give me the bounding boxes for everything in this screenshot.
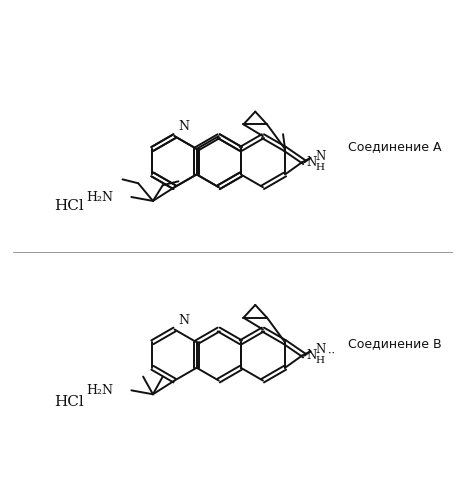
Text: H: H [316,356,325,365]
Text: H₂N: H₂N [87,384,114,397]
Text: H: H [316,162,325,172]
Text: N: N [178,314,190,326]
Text: HCl: HCl [55,199,84,213]
Text: Соединение B: Соединение B [348,336,442,349]
Text: N: N [315,150,326,162]
Text: N: N [306,156,316,169]
Text: N: N [315,343,326,356]
Text: H₂N: H₂N [87,190,114,203]
Text: Соединение A: Соединение A [348,140,442,153]
Text: ··: ·· [328,348,335,358]
Text: HCl: HCl [55,395,84,409]
Text: N: N [178,120,190,133]
Text: N: N [306,349,316,362]
